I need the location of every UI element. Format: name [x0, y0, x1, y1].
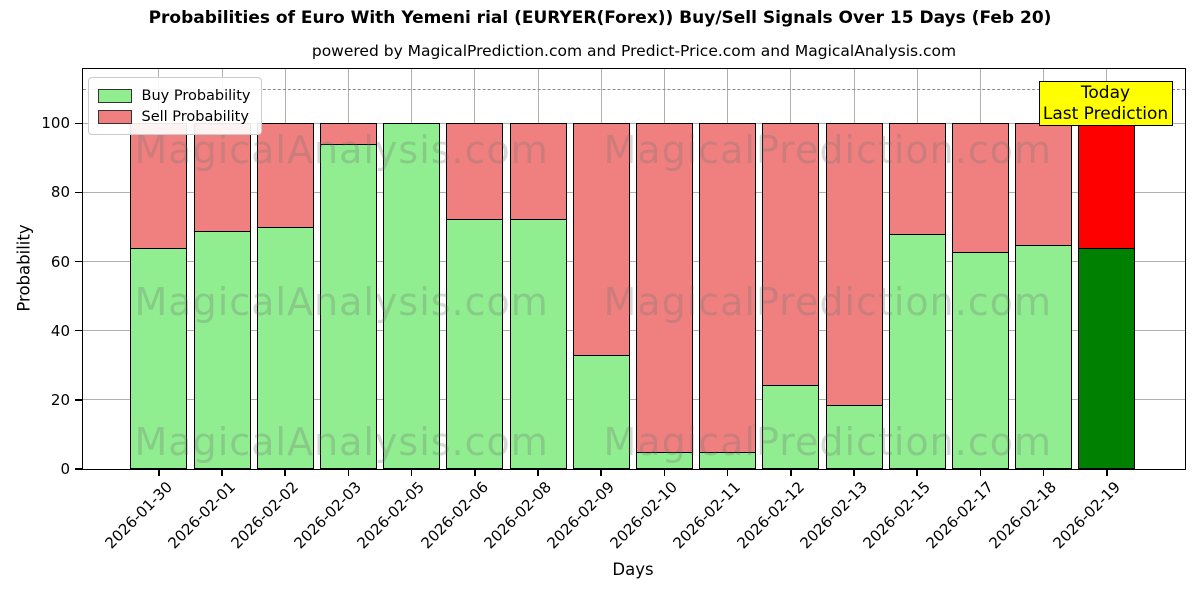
y-tick-mark [75, 122, 82, 125]
bar-sell [888, 123, 946, 236]
x-tick-label: 2026-02-18 [985, 478, 1061, 553]
x-tick-mark [916, 469, 918, 476]
watermark-text: MagicalAnalysis.com [134, 420, 549, 464]
bar-buy [319, 144, 377, 469]
bar-sell [951, 123, 1009, 253]
bar-buy [256, 227, 314, 469]
today-annotation-line1: Today [1080, 82, 1131, 103]
x-tick-mark [221, 469, 223, 476]
chart-title: Probabilities of Euro With Yemeni rial (… [148, 8, 1052, 28]
x-tick-label: 2026-02-03 [290, 478, 366, 553]
watermark-text: MagicalPrediction.com [603, 128, 1052, 172]
y-tick-label: 80 [50, 183, 70, 202]
x-tick-label: 2026-02-09 [543, 478, 618, 553]
y-gridline [82, 261, 1185, 263]
x-tick-label: 2026-02-02 [227, 478, 302, 553]
x-tick-label: 2026-01-30 [101, 478, 176, 553]
watermark-text: MagicalPrediction.com [603, 420, 1052, 464]
x-tick-mark [600, 469, 602, 476]
x-tick-label: 2026-02-10 [606, 478, 682, 553]
bar-buy [951, 251, 1009, 469]
x-tick-label: 2026-02-15 [859, 478, 934, 553]
y-tick-mark [75, 191, 82, 194]
x-tick-mark [853, 469, 855, 476]
bar-sell [130, 123, 188, 250]
bar-sell [319, 123, 377, 146]
x-tick-mark [663, 469, 666, 476]
y-gridline [82, 191, 1185, 193]
x-tick-mark [474, 469, 476, 476]
y-tick-label: 60 [50, 252, 70, 271]
bar-buy-today [1078, 247, 1136, 469]
x-tick-mark [284, 469, 286, 476]
today-annotation: Today Last Prediction [1038, 81, 1173, 126]
x-tick-label: 2026-02-11 [669, 478, 745, 553]
legend-label-sell: Sell Probability [141, 108, 249, 125]
bar-sell [509, 123, 567, 220]
x-tick-mark [410, 469, 413, 476]
x-tick-mark [158, 469, 160, 476]
buy-swatch-icon [97, 88, 132, 103]
bar-sell [256, 123, 314, 229]
threshold-dashed-line [82, 88, 1185, 90]
y-gridline [82, 330, 1185, 332]
x-tick-label: 2026-02-17 [922, 478, 998, 553]
x-tick-label: 2026-02-08 [480, 478, 555, 553]
y-gridline [82, 399, 1185, 401]
bar-sell [762, 123, 820, 386]
watermark-text: MagicalPrediction.com [603, 280, 1052, 324]
y-tick-label: 20 [50, 390, 70, 409]
y-tick-mark [75, 329, 82, 332]
x-tick-label: 2026-02-13 [796, 478, 871, 553]
bar-sell [446, 123, 504, 220]
bar-buy [509, 218, 567, 469]
x-tick-mark [979, 469, 982, 476]
sell-swatch-icon [97, 109, 132, 124]
x-tick-mark [537, 469, 539, 476]
chart-legend: Buy Probability Sell Probability [87, 77, 263, 135]
bar-buy [383, 123, 441, 469]
x-tick-label: 2026-02-01 [164, 478, 239, 553]
watermark-text: MagicalAnalysis.com [134, 128, 549, 172]
bar-sell-today [1078, 123, 1136, 250]
bar-sell [635, 123, 693, 454]
x-axis-label: Days [612, 560, 654, 579]
legend-item-sell: Sell Probability [97, 106, 251, 127]
x-tick-mark [790, 469, 792, 476]
bar-sell [825, 123, 883, 407]
bar-sell [572, 123, 630, 357]
y-tick-label: 0 [60, 460, 70, 478]
y-tick-label: 40 [50, 321, 70, 340]
y-gridline [82, 122, 1185, 124]
y-tick-label: 100 [41, 114, 70, 133]
bar-buy [193, 230, 251, 469]
bar-buy [572, 354, 630, 469]
legend-item-buy: Buy Probability [97, 85, 251, 106]
bar-buy [762, 384, 820, 469]
x-tick-mark [1106, 469, 1108, 476]
x-tick-mark [1042, 469, 1045, 476]
x-tick-label: 2026-02-06 [417, 478, 492, 553]
plot-area: Buy Probability Sell Probability Today L… [81, 68, 1186, 470]
y-tick-mark [75, 399, 82, 401]
bar-buy [888, 233, 946, 469]
x-tick-mark [347, 469, 350, 476]
today-annotation-line2: Last Prediction [1042, 103, 1169, 124]
x-tick-label: 2026-02-05 [353, 478, 429, 553]
watermark-text: MagicalAnalysis.com [134, 280, 549, 324]
y-tick-mark [75, 260, 82, 263]
x-tick-mark [726, 469, 729, 476]
chart-subtitle: powered by MagicalPrediction.com and Pre… [311, 42, 957, 60]
bar-sell [699, 123, 757, 454]
x-tick-label: 2026-02-12 [733, 478, 808, 553]
y-tick-mark [75, 468, 82, 470]
bar-sell [193, 123, 251, 232]
legend-label-buy: Buy Probability [141, 87, 251, 104]
bar-sell [1015, 123, 1073, 246]
x-tick-label: 2026-02-19 [1049, 478, 1124, 553]
